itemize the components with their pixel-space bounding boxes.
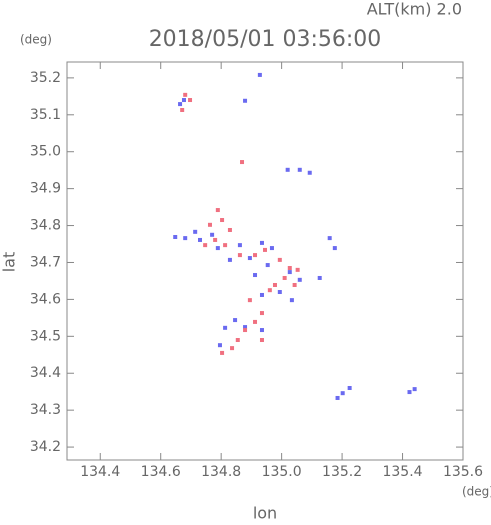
plot-frame — [66, 61, 464, 461]
radar-point — [317, 275, 322, 280]
x-unit: (deg) — [462, 485, 491, 499]
radar-point — [233, 318, 238, 323]
x-tick-label: 135.2 — [322, 464, 362, 480]
radar-point — [243, 325, 248, 330]
radar-point — [257, 72, 262, 77]
radar-point — [220, 218, 225, 223]
radar-point — [282, 275, 287, 280]
x-tick-label: 135.4 — [382, 464, 422, 480]
radar-point — [230, 346, 235, 351]
y-tick-label: 34.5 — [30, 328, 61, 344]
x-tick-label: 134.4 — [80, 464, 120, 480]
radar-point — [215, 208, 220, 213]
radar-point — [407, 390, 412, 395]
radar-point — [297, 167, 302, 172]
radar-point — [235, 338, 240, 343]
radar-point — [277, 290, 282, 295]
altitude-label: ALT(km) 2.0 — [367, 0, 462, 19]
x-axis-label: lon — [253, 504, 277, 522]
chart-title: 2018/05/01 03:56:00 — [149, 27, 382, 52]
radar-point — [223, 325, 228, 330]
radar-point — [198, 237, 203, 242]
radar-point — [259, 311, 264, 316]
y-tick-label: 34.3 — [30, 402, 61, 418]
radar-point — [173, 235, 178, 240]
radar-point — [287, 266, 292, 271]
radar-point — [223, 243, 228, 248]
radar-point — [217, 343, 222, 348]
radar-point — [335, 395, 340, 400]
radar-point — [269, 246, 274, 251]
x-tick-label: 135.0 — [262, 464, 302, 480]
radar-point — [332, 246, 337, 251]
radar-point — [243, 328, 248, 333]
radar-point — [340, 391, 345, 396]
y-tick-label: 35.1 — [30, 107, 61, 123]
y-axis-label: lat — [0, 252, 19, 273]
radar-point — [292, 282, 297, 287]
y-tick-label: 34.9 — [30, 181, 61, 197]
radar-point — [215, 246, 220, 251]
radar-point — [259, 292, 264, 297]
radar-point — [240, 160, 245, 165]
y-unit: (deg) — [20, 33, 52, 47]
radar-point — [180, 107, 185, 112]
radar-point — [178, 102, 183, 107]
x-tick-label: 134.8 — [201, 464, 241, 480]
y-tick-label: 34.8 — [30, 218, 61, 234]
radar-point — [277, 257, 282, 262]
radar-point — [237, 243, 242, 248]
radar-point — [263, 247, 267, 252]
radar-point — [247, 256, 252, 261]
radar-point — [227, 227, 232, 232]
radar-point — [287, 270, 292, 275]
radar-point — [193, 229, 198, 234]
radar-point — [327, 236, 332, 241]
radar-point — [203, 243, 208, 248]
radar-point — [259, 338, 264, 343]
radar-point — [183, 92, 188, 97]
radar-point — [259, 240, 264, 245]
radar-point — [412, 387, 417, 392]
radar-point — [213, 237, 218, 242]
y-tick-label: 34.6 — [30, 291, 61, 307]
y-tick-label: 35.0 — [30, 144, 61, 160]
radar-point — [227, 257, 232, 262]
radar-point — [243, 98, 248, 103]
radar-point — [272, 282, 277, 287]
radar-point — [297, 277, 302, 282]
radar-point — [265, 263, 270, 268]
radar-point — [307, 170, 312, 175]
radar-point — [267, 288, 272, 293]
radar-point — [247, 298, 252, 303]
x-tick-label: 134.6 — [141, 464, 181, 480]
radar-point — [285, 167, 290, 172]
radar-point — [183, 236, 188, 241]
radar-point — [220, 350, 225, 355]
y-tick-label: 34.2 — [30, 439, 61, 455]
radar-point — [207, 222, 212, 227]
radar-point — [237, 253, 242, 258]
radar-point — [210, 232, 215, 237]
radar-point — [253, 319, 258, 324]
y-tick-label: 34.4 — [30, 365, 61, 381]
x-tick-label: 135.6 — [443, 464, 483, 480]
radar-point — [259, 328, 264, 333]
radar-point — [289, 298, 294, 303]
radar-point — [253, 273, 258, 278]
radar-point — [181, 98, 186, 103]
radar-point — [188, 98, 193, 103]
y-tick-label: 34.7 — [30, 254, 61, 270]
radar-point — [253, 253, 258, 258]
y-tick-label: 35.2 — [30, 70, 61, 86]
radar-point — [295, 267, 300, 272]
radar-point — [347, 386, 352, 391]
